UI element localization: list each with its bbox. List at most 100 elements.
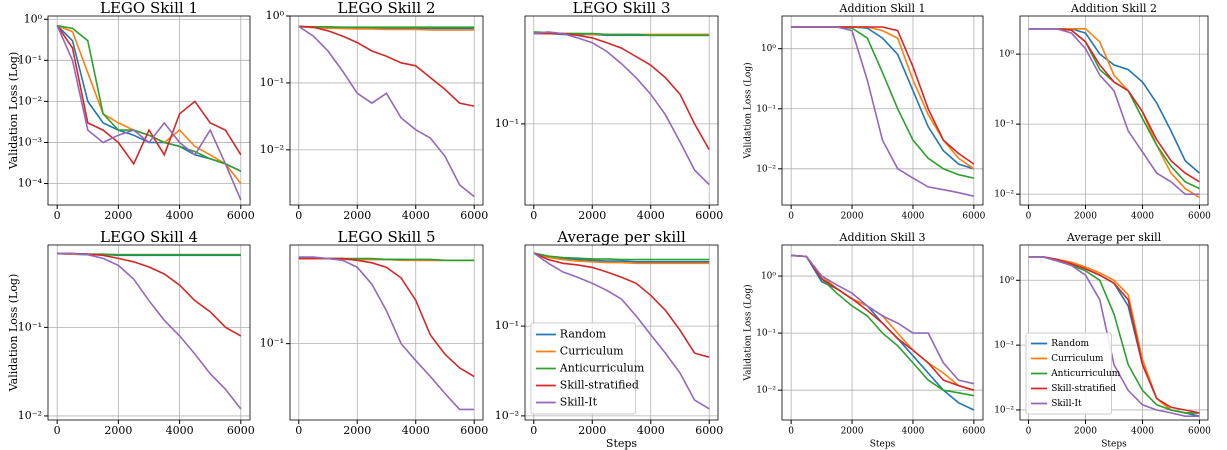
- y-tick-label: 10⁻³: [18, 135, 42, 148]
- legend: Random Curriculum Anticurriculum Skill-stra…: [530, 322, 645, 415]
- x-tick-label: 0: [54, 424, 61, 437]
- y-tick-label: 10⁻²: [994, 405, 1014, 415]
- axes-frame: [524, 15, 719, 206]
- y-tick-label: 10⁻¹: [994, 341, 1014, 351]
- x-tick-label: 4000: [166, 209, 194, 222]
- y-tick-label: 10⁻¹: [756, 329, 776, 339]
- y-axis-label: Validation Loss (Log): [743, 62, 754, 159]
- axes-frame: [1019, 244, 1209, 421]
- x-tick-label: 6000: [227, 209, 255, 222]
- legend-label: Skill-stratified: [1051, 384, 1116, 394]
- subplot: 0 2000 4000 6000 10⁻¹ LEGO Skill 5: [260, 228, 488, 437]
- x-tick-label: 2000: [343, 209, 371, 222]
- series-line: [533, 252, 710, 265]
- y-axis-label: Validation Loss (Log): [7, 274, 20, 393]
- y-tick-label: 10⁻²: [18, 94, 42, 107]
- series-line: [298, 25, 475, 107]
- plot-area: [525, 16, 718, 205]
- series-line: [533, 31, 710, 186]
- x-tick-label: 2000: [841, 212, 864, 222]
- x-tick-label: 4000: [902, 212, 925, 222]
- x-tick-label: 0: [54, 209, 61, 222]
- x-tick-label: 4000: [902, 427, 925, 437]
- y-tick-label: 10⁻¹: [260, 76, 284, 89]
- axes-frame: [289, 244, 484, 421]
- x-tick-label: 0: [530, 209, 537, 222]
- x-tick-label: 4000: [166, 424, 194, 437]
- y-axis-label: Validation Loss (Log): [7, 52, 20, 171]
- x-tick-label: 4000: [402, 424, 430, 437]
- subplot-title: Average per skill: [1066, 231, 1162, 244]
- x-tick-label: 6000: [695, 424, 723, 437]
- x-tick-label: 6000: [962, 427, 985, 437]
- legend-label: Skill-stratified: [560, 379, 639, 392]
- x-tick-label: 0: [788, 212, 794, 222]
- x-axis-label: Steps: [870, 440, 896, 450]
- x-tick-label: 6000: [695, 209, 723, 222]
- y-tick-label: 10⁻¹: [495, 319, 519, 332]
- series-line: [791, 254, 975, 385]
- subplot: 0 2000 4000 6000 10⁰ 10⁻¹ 10⁻² 10⁻³ 10⁻⁴ LEGO Ski…: [7, 0, 255, 222]
- legend-label: Curriculum: [1051, 354, 1104, 364]
- subplot: 0 2000 4000 6000 10⁰ 10⁻¹ 10⁻² Addition Skill 3…: [743, 231, 986, 450]
- x-tick-label: 0: [295, 424, 302, 437]
- y-axis-label: Validation Loss (Log): [743, 284, 754, 381]
- series-line: [533, 252, 710, 261]
- x-tick-label: 0: [1026, 427, 1032, 437]
- series-line: [298, 25, 475, 198]
- y-tick-label: 10⁻¹: [756, 104, 776, 114]
- x-tick-label: 4000: [637, 209, 665, 222]
- subplot-title: LEGO Skill 1: [100, 0, 198, 17]
- y-tick-label: 10⁻²: [756, 386, 776, 396]
- axes-frame: [781, 15, 984, 206]
- series-line: [791, 254, 975, 391]
- y-tick-label: 10⁻¹: [18, 53, 42, 66]
- x-tick-label: 2000: [578, 424, 606, 437]
- legend-label: Skill-It: [1051, 399, 1082, 409]
- x-tick-label: 0: [530, 424, 537, 437]
- axes-frame: [289, 15, 484, 206]
- subplot-title: Addition Skill 3: [839, 231, 926, 244]
- x-axis-label: Steps: [1101, 440, 1127, 450]
- y-tick-label: 10⁻¹: [260, 337, 284, 350]
- series-line: [533, 252, 710, 410]
- x-tick-label: 0: [1026, 212, 1032, 222]
- legend-label: Anticurriculum: [1050, 369, 1121, 379]
- legend-box: [1025, 332, 1112, 415]
- axes-frame: [781, 244, 984, 421]
- subplot: 0 2000 4000 6000 10⁰ 10⁻¹ 10⁻² Average per skil…: [994, 231, 1211, 450]
- y-tick-label: 10⁻¹: [18, 320, 42, 333]
- subplot: 0 2000 4000 6000 10⁰ 10⁻¹ 10⁻² LEGO Skill 2: [260, 0, 488, 222]
- legend-label: Curriculum: [560, 345, 624, 358]
- x-tick-label: 6000: [460, 209, 488, 222]
- subplot-title: LEGO Skill 3: [572, 0, 670, 17]
- x-tick-label: 6000: [962, 212, 985, 222]
- y-tick-label: 10⁰: [266, 9, 285, 22]
- series-line: [57, 252, 242, 410]
- y-tick-label: 10⁻²: [18, 409, 42, 422]
- x-tick-label: 2000: [1074, 212, 1097, 222]
- subplot: 0 2000 4000 6000 10⁻¹ 10⁻² Average per skill St…: [495, 228, 723, 450]
- plot-area: [48, 16, 250, 205]
- series-line: [56, 25, 242, 166]
- x-axis-label: Steps: [606, 437, 638, 450]
- y-tick-label: 10⁻¹: [495, 117, 519, 130]
- series-line: [1028, 256, 1200, 414]
- axes-frame: [47, 15, 251, 206]
- legend-label: Skill-It: [560, 396, 598, 409]
- subplot-title: Addition Skill 2: [1070, 2, 1157, 15]
- subplot: 0 2000 4000 6000 10⁻¹ LEGO Skill 3: [495, 0, 723, 222]
- y-tick-label: 10⁰: [761, 272, 776, 282]
- plot-area: [290, 245, 483, 420]
- y-tick-label: 10⁻⁴: [18, 177, 43, 190]
- plot-area: [782, 16, 983, 205]
- series-line: [298, 25, 475, 31]
- subplot: 0 2000 4000 6000 10⁻¹ 10⁻² LEGO Skill 4 Validat…: [7, 228, 255, 437]
- axes-frame: [47, 244, 251, 421]
- legend-box: [530, 322, 636, 415]
- legend-label: Random: [1051, 339, 1089, 349]
- legend-label: Random: [560, 328, 607, 341]
- y-tick-label: 10⁰: [999, 50, 1014, 60]
- x-tick-label: 4000: [402, 209, 430, 222]
- y-tick-label: 10⁻²: [260, 143, 284, 156]
